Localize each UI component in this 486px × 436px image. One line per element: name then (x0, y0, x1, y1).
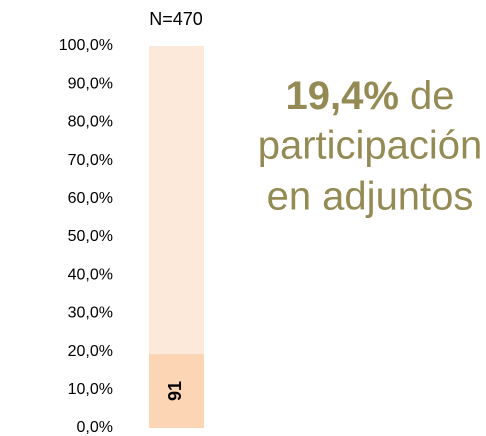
y-tick-label: 50,0% (68, 228, 113, 245)
y-tick-label: 10,0% (68, 381, 113, 398)
annotation-highlight: 19,4% (285, 74, 398, 118)
y-tick-label: 30,0% (68, 305, 113, 322)
annotation-line: en adjuntos (267, 175, 474, 219)
annotation-line: de (410, 74, 455, 118)
annotation: 19,4% de (285, 74, 454, 118)
y-tick-label: 90,0% (68, 75, 113, 92)
y-tick-label: 70,0% (68, 152, 113, 169)
y-tick-label: 40,0% (68, 266, 113, 283)
y-tick-label: 0,0% (77, 419, 113, 436)
chart-title: N=470 (149, 9, 203, 29)
y-tick-label: 20,0% (68, 343, 113, 360)
y-tick-label: 100,0% (59, 37, 113, 54)
y-tick-label: 80,0% (68, 114, 113, 131)
data-label: 91 (165, 381, 185, 401)
bar-segment (149, 354, 204, 428)
annotation-line: participación (258, 124, 483, 168)
y-tick-label: 60,0% (68, 190, 113, 207)
bar-segment (149, 46, 204, 355)
